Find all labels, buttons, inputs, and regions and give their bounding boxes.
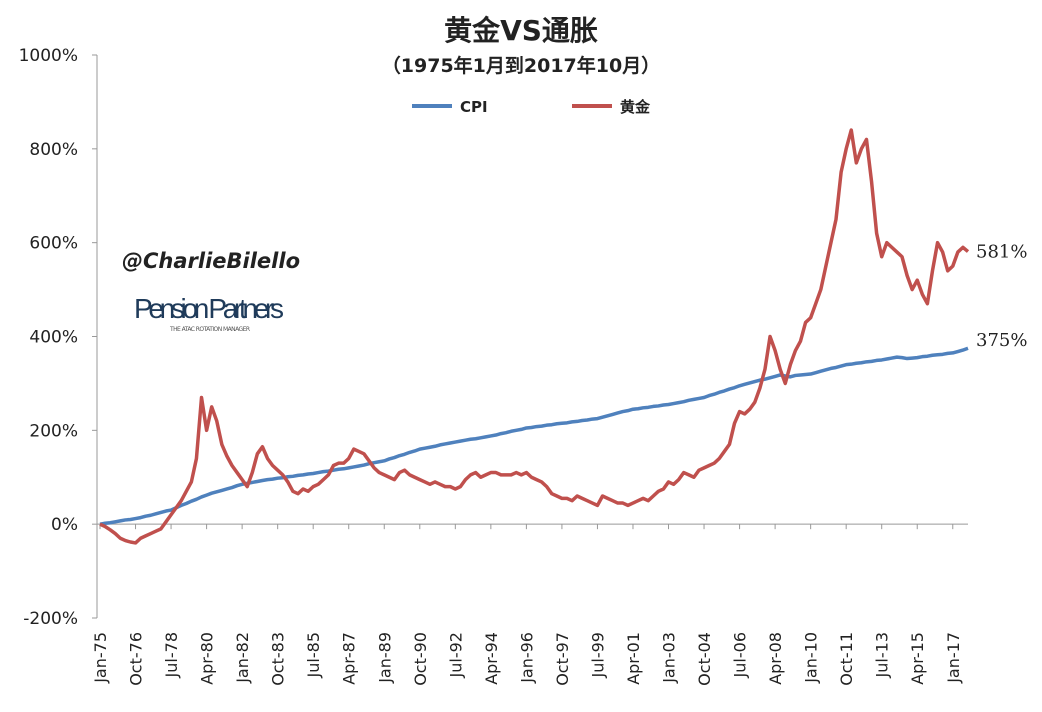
y-tick-label: 800%: [29, 140, 78, 160]
y-tick-label: 200%: [29, 421, 78, 441]
x-tick-label: Jul-78: [162, 632, 181, 678]
x-tick-label: Apr-80: [198, 632, 217, 685]
end-label: 581%: [976, 242, 1027, 263]
x-tick-label: Oct-97: [553, 632, 572, 686]
x-tick-label: Jan-03: [660, 632, 679, 684]
x-tick-label: Oct-11: [837, 632, 856, 686]
legend-label: CPI: [460, 98, 488, 116]
x-tick-label: Jan-82: [233, 632, 252, 684]
x-tick-label: Jul-13: [873, 632, 892, 678]
x-tick-label: Jul-06: [731, 632, 750, 678]
x-tick-label: Jan-89: [375, 632, 394, 684]
x-tick-label: Jan-17: [944, 632, 963, 684]
y-tick-label: 600%: [29, 234, 78, 254]
x-tick-label: Apr-08: [766, 632, 785, 685]
x-tick-label: Oct-76: [127, 632, 146, 686]
chart-subtitle: （1975年1月到2017年10月）: [382, 54, 660, 77]
watermark-logo: Pension Partners: [134, 293, 284, 324]
x-tick-label: Jul-85: [304, 632, 323, 678]
watermark-tagline: THE ATAC ROTATION MANAGER: [169, 326, 250, 333]
x-tick-label: Apr-01: [624, 632, 643, 685]
series-line: [99, 128, 970, 545]
chart-title: 黄金VS通胀: [444, 14, 598, 47]
x-tick-label: Jan-96: [517, 632, 536, 684]
x-tick-label: Jan-10: [802, 632, 821, 684]
y-tick-label: 400%: [29, 328, 78, 348]
x-tick-label: Jan-75: [91, 632, 110, 684]
x-tick-label: Apr-87: [340, 632, 359, 685]
x-tick-label: Oct-04: [695, 632, 714, 686]
x-tick-label: Jul-99: [588, 632, 607, 678]
x-tick-label: Apr-15: [908, 632, 927, 685]
series-line: [99, 346, 969, 526]
x-tick-label: Apr-94: [482, 632, 501, 685]
y-tick-label: -200%: [23, 609, 78, 629]
x-tick-label: Oct-83: [269, 632, 288, 686]
end-label: 375%: [976, 330, 1027, 351]
x-tick-label: Jul-92: [446, 632, 465, 678]
watermark-handle: @CharlieBilello: [122, 249, 300, 273]
x-tick-label: Oct-90: [411, 632, 430, 686]
y-tick-label: 0%: [51, 515, 78, 535]
y-tick-label: 1000%: [19, 46, 78, 66]
legend-label: 黄金: [620, 98, 651, 116]
